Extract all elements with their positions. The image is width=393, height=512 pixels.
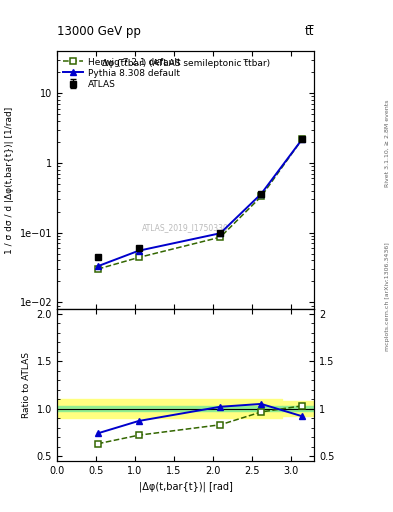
- Pythia 8.308 default: [136, 248, 141, 254]
- Y-axis label: 1 / σ dσ / d |Δφ(t,bar{t})| [1/rad]: 1 / σ dσ / d |Δφ(t,bar{t})| [1/rad]: [5, 106, 14, 254]
- Line: Herwig 7.2.1 default: Herwig 7.2.1 default: [94, 136, 305, 272]
- Text: Δφ (t̅tbar) (ATLAS semileptonic t̅tbar): Δφ (t̅tbar) (ATLAS semileptonic t̅tbar): [102, 59, 270, 68]
- Text: tt̅: tt̅: [305, 26, 314, 38]
- Text: ATLAS_2019_I1750330: ATLAS_2019_I1750330: [142, 223, 229, 232]
- Herwig 7.2.1 default: [218, 234, 223, 240]
- Herwig 7.2.1 default: [136, 254, 141, 261]
- Pythia 8.308 default: [95, 263, 100, 269]
- Herwig 7.2.1 default: [300, 136, 305, 142]
- Herwig 7.2.1 default: [259, 194, 264, 200]
- Text: 13000 GeV pp: 13000 GeV pp: [57, 26, 141, 38]
- Herwig 7.2.1 default: [95, 266, 100, 272]
- Y-axis label: Ratio to ATLAS: Ratio to ATLAS: [22, 352, 31, 418]
- Pythia 8.308 default: [259, 191, 264, 197]
- Text: mcplots.cern.ch [arXiv:1306.3436]: mcplots.cern.ch [arXiv:1306.3436]: [385, 243, 389, 351]
- Text: Rivet 3.1.10, ≥ 2.8M events: Rivet 3.1.10, ≥ 2.8M events: [385, 100, 389, 187]
- Legend: Herwig 7.2.1 default, Pythia 8.308 default, ATLAS: Herwig 7.2.1 default, Pythia 8.308 defau…: [61, 56, 182, 91]
- Pythia 8.308 default: [300, 136, 305, 142]
- Pythia 8.308 default: [218, 230, 223, 237]
- X-axis label: |Δφ(t,bar{t})| [rad]: |Δφ(t,bar{t})| [rad]: [139, 481, 233, 492]
- Line: Pythia 8.308 default: Pythia 8.308 default: [94, 136, 305, 270]
